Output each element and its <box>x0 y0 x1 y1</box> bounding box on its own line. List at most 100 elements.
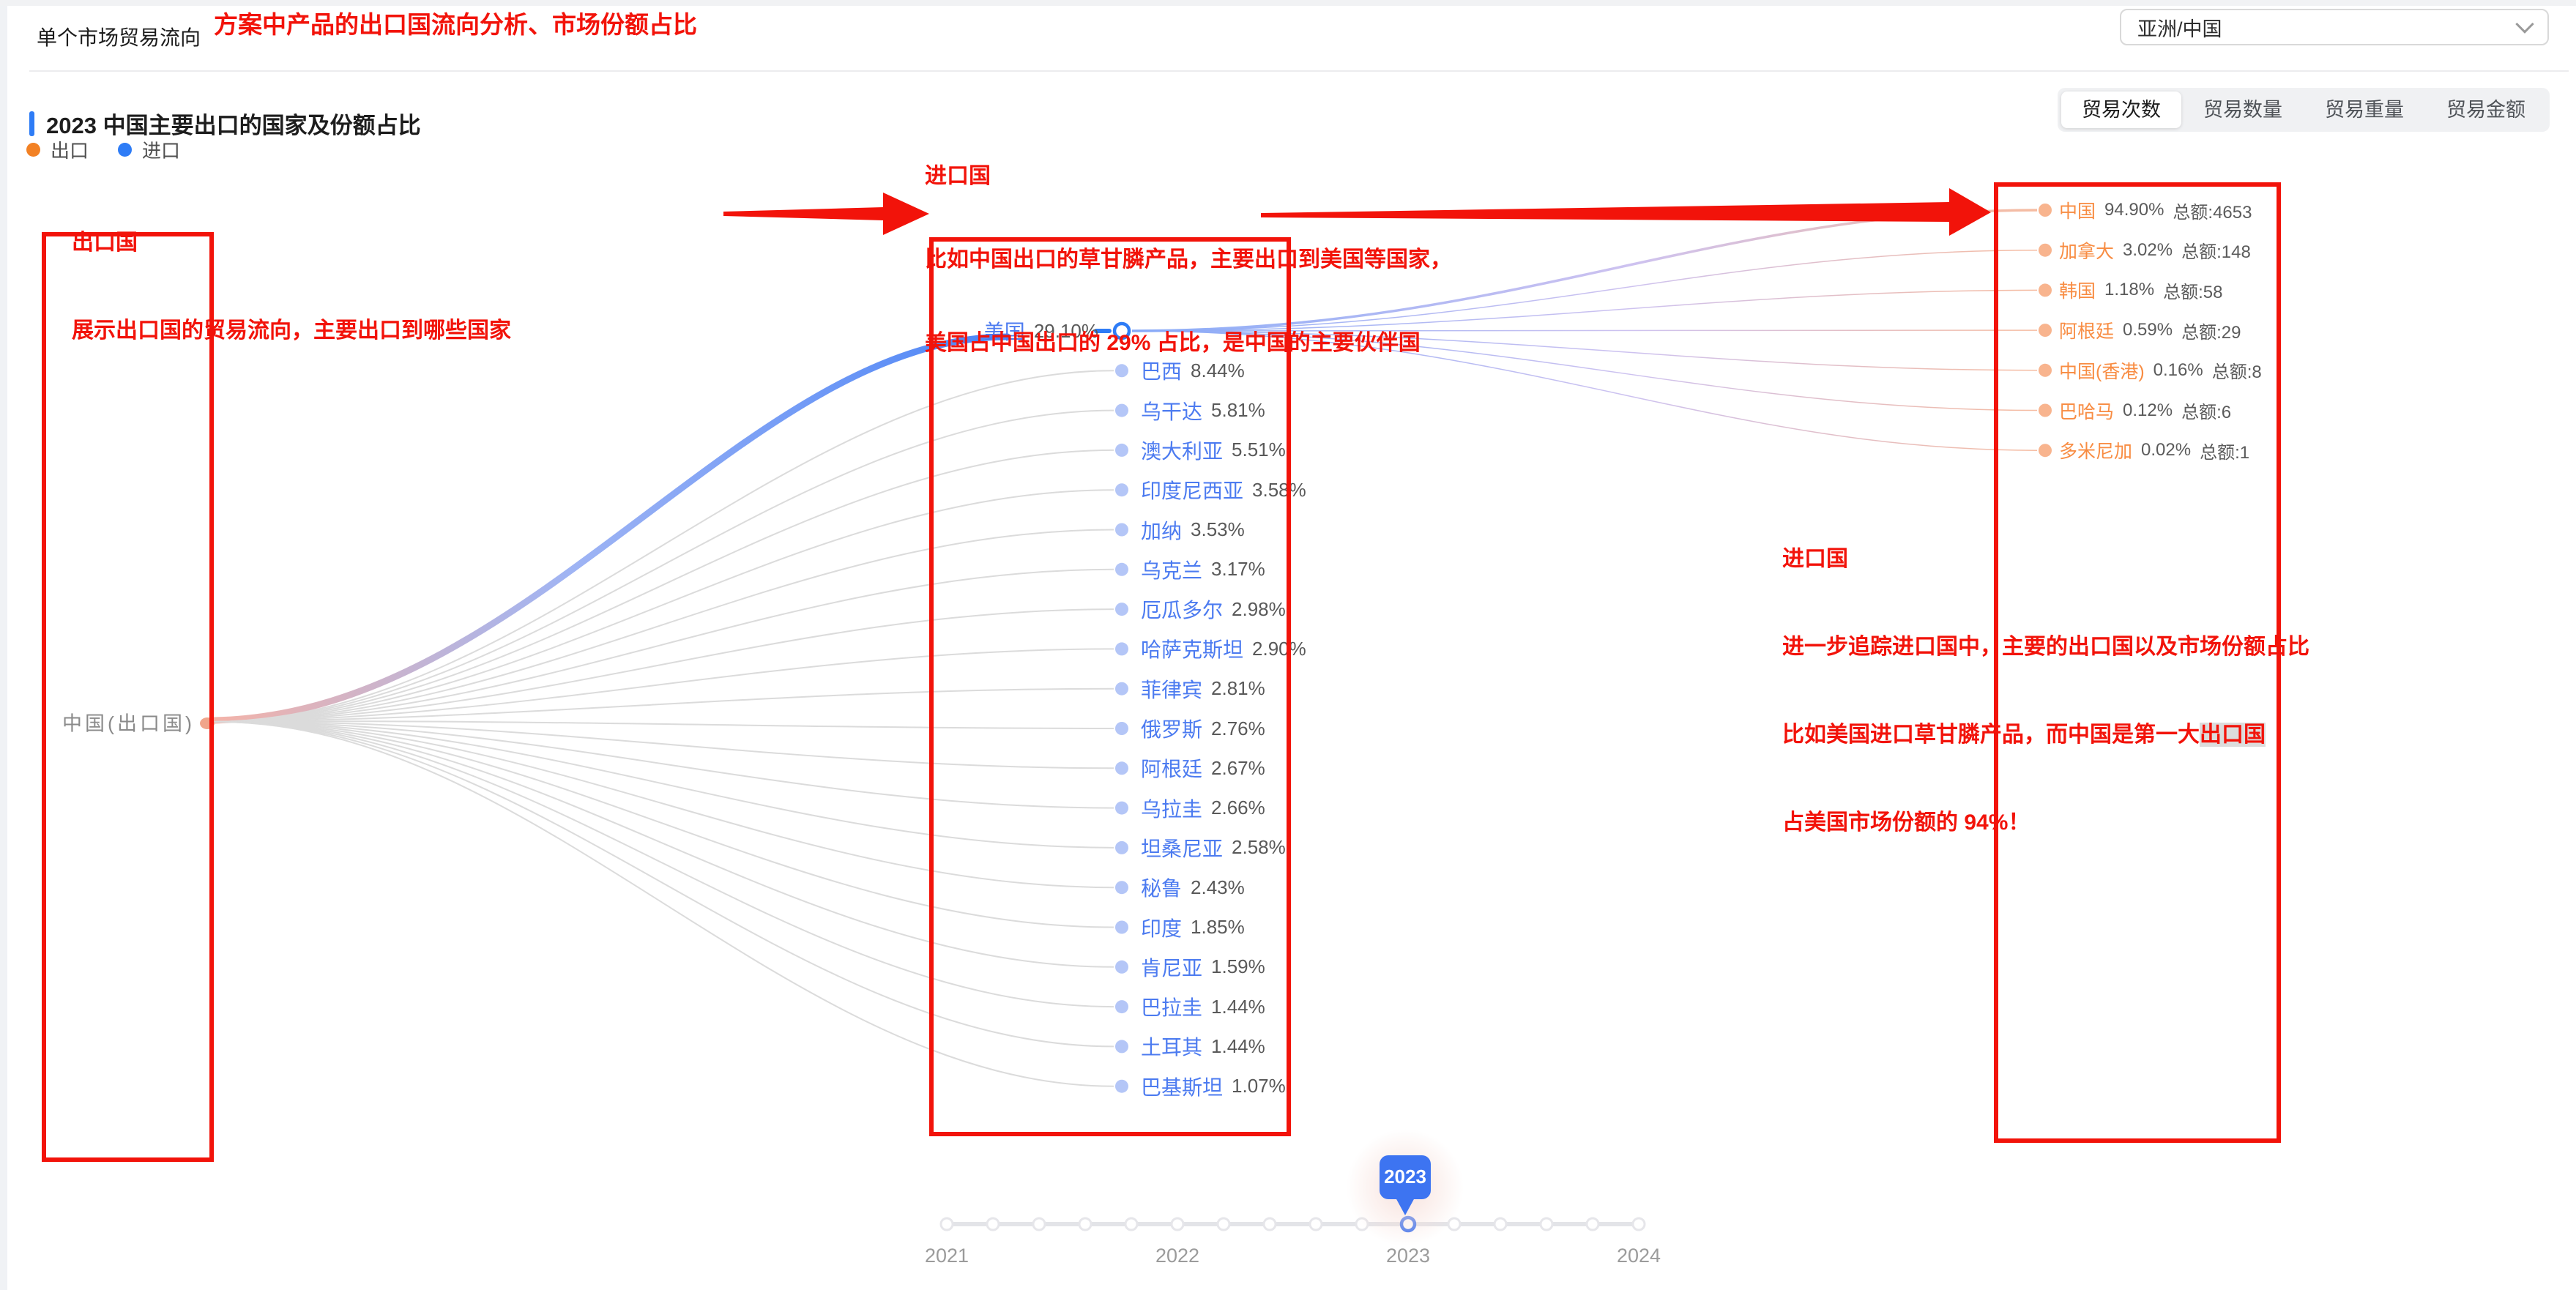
reexport-dot[interactable] <box>2039 444 2052 458</box>
importer-row[interactable]: 坦桑尼亚 2.58% <box>1141 833 1286 862</box>
importer-percent: 2.43% <box>1191 876 1245 898</box>
importer-row[interactable]: 加纳 3.53% <box>1141 515 1245 545</box>
timeline-tick[interactable] <box>1631 1217 1646 1231</box>
importer-dot[interactable] <box>1115 443 1128 457</box>
importer-row[interactable]: 菲律宾 2.81% <box>1141 674 1265 704</box>
importer-dot[interactable] <box>1115 1079 1128 1093</box>
flow-curve[interactable] <box>213 720 1114 968</box>
importer-row[interactable]: 秘鲁 2.43% <box>1141 873 1245 902</box>
importer-row[interactable]: 巴基斯坦 1.07% <box>1141 1072 1286 1101</box>
timeline-tick[interactable] <box>1309 1217 1323 1231</box>
flow-curve[interactable] <box>213 648 1114 723</box>
timeline-tick[interactable] <box>1493 1217 1508 1231</box>
reexport-dot[interactable] <box>2039 204 2052 217</box>
importer-percent: 2.81% <box>1211 677 1265 700</box>
annotation-reexport-line1: 进一步追踪进口国中，主要的出口国以及市场份额占比 <box>1782 635 2309 659</box>
window-edge <box>0 0 7 1290</box>
importer-row[interactable]: 土耳其 1.44% <box>1141 1032 1265 1061</box>
flow-curve[interactable] <box>213 720 1114 928</box>
importer-row[interactable]: 阿根廷 2.67% <box>1141 753 1265 783</box>
timeline-year-label[interactable]: 2024 <box>1616 1245 1661 1267</box>
importer-dot[interactable] <box>1115 603 1128 616</box>
reexport-row[interactable]: 多米尼加 0.02% 总额:1 <box>2059 437 2249 463</box>
timeline-tick[interactable] <box>1262 1217 1277 1231</box>
importer-row[interactable]: 印度 1.85% <box>1141 913 1245 942</box>
legend-label-export: 出口 <box>51 140 89 162</box>
flow-curve-selected[interactable] <box>210 333 1011 724</box>
flow-curve[interactable] <box>213 720 1114 1087</box>
importer-name: 肯尼亚 <box>1141 956 1203 980</box>
legend-item-export[interactable]: 出口 <box>26 136 89 163</box>
reexport-percent: 0.02% <box>2141 440 2192 461</box>
reexport-row[interactable]: 中国(香港) 0.16% 总额:8 <box>2059 357 2262 384</box>
reexport-dot[interactable] <box>2039 324 2052 338</box>
timeline-tick[interactable] <box>1216 1217 1231 1231</box>
reexport-dot[interactable] <box>2039 243 2052 257</box>
importer-percent: 5.51% <box>1232 439 1286 461</box>
importer-name: 俄罗斯 <box>1141 718 1203 741</box>
flow-curve[interactable] <box>213 720 1114 889</box>
timeline-tick[interactable] <box>1539 1217 1554 1231</box>
importer-row[interactable]: 哈萨克斯坦 2.90% <box>1141 634 1306 663</box>
region-select[interactable]: 亚洲/中国 <box>2120 9 2549 45</box>
importer-row[interactable]: 肯尼亚 1.59% <box>1141 952 1265 982</box>
importer-row[interactable]: 乌克兰 3.17% <box>1141 555 1265 584</box>
importer-dot[interactable] <box>1115 642 1128 656</box>
reexport-name: 韩国 <box>2059 281 2096 302</box>
timeline-tick[interactable] <box>1078 1217 1092 1231</box>
importer-row[interactable]: 印度尼西亚 3.58% <box>1141 475 1306 504</box>
importer-dot[interactable] <box>1115 761 1128 775</box>
flow-curve[interactable] <box>213 370 1114 723</box>
importer-dot[interactable] <box>1115 682 1128 696</box>
metric-tab-trade-amount[interactable]: 贸易金额 <box>2446 99 2525 121</box>
importer-dot[interactable] <box>1115 722 1128 735</box>
importer-dot[interactable] <box>1115 960 1128 974</box>
reexport-row[interactable]: 阿根廷 0.59% 总额:29 <box>2059 317 2241 343</box>
timeline-tick[interactable] <box>939 1217 954 1231</box>
timeline-year-label[interactable]: 2021 <box>924 1245 969 1267</box>
importer-dot[interactable] <box>1115 562 1128 576</box>
importer-percent: 3.58% <box>1252 478 1306 501</box>
flow-curve[interactable] <box>213 409 1114 723</box>
flow-curve[interactable] <box>213 568 1114 723</box>
metric-tab-trade-qty[interactable]: 贸易数量 <box>2203 99 2282 121</box>
importer-dot[interactable] <box>1115 881 1128 895</box>
timeline-tick[interactable] <box>986 1217 1000 1231</box>
importer-row[interactable]: 澳大利亚 5.51% <box>1141 436 1286 465</box>
reexport-dot[interactable] <box>2039 403 2052 417</box>
exporter-node-label[interactable]: 中国(出口国) <box>62 712 195 735</box>
importer-dot[interactable] <box>1115 483 1128 497</box>
importer-dot[interactable] <box>1115 523 1128 537</box>
importer-dot[interactable] <box>1115 1040 1128 1054</box>
flow-curve[interactable] <box>213 720 1114 1048</box>
metric-tab-trade-count[interactable]: 贸易次数 <box>2061 92 2181 128</box>
importer-dot[interactable] <box>1115 920 1128 934</box>
reexport-row[interactable]: 加拿大 3.02% 总额:148 <box>2059 237 2251 264</box>
timeline-tick[interactable] <box>1170 1217 1185 1231</box>
importer-row[interactable]: 厄瓜多尔 2.98% <box>1141 594 1286 624</box>
flow-curve[interactable] <box>213 449 1114 723</box>
reexport-row[interactable]: 巴哈马 0.12% 总额:6 <box>2059 398 2231 424</box>
exporter-node-dot[interactable] <box>200 717 215 729</box>
legend-item-import[interactable]: 进口 <box>118 136 180 163</box>
importer-row[interactable]: 乌拉圭 2.66% <box>1141 794 1265 823</box>
reexport-row[interactable]: 中国 94.90% 总额:4653 <box>2059 197 2252 223</box>
reexport-row[interactable]: 韩国 1.18% 总额:58 <box>2059 277 2222 303</box>
timeline-tick[interactable] <box>1585 1217 1600 1231</box>
timeline-tick[interactable] <box>1124 1217 1139 1231</box>
timeline-track[interactable] <box>943 1222 1639 1226</box>
reexport-percent: 0.59% <box>2123 320 2173 340</box>
importer-name: 乌克兰 <box>1141 559 1203 582</box>
flow-curve[interactable] <box>213 489 1114 723</box>
importer-row[interactable]: 巴拉圭 1.44% <box>1141 992 1265 1021</box>
timeline-year-label[interactable]: 2023 <box>1385 1245 1431 1267</box>
reexport-dot[interactable] <box>2039 283 2052 297</box>
importer-dot[interactable] <box>1115 840 1128 854</box>
timeline-tick[interactable] <box>1032 1217 1046 1231</box>
timeline-year-label[interactable]: 2022 <box>1155 1245 1200 1267</box>
metric-tab-trade-weight[interactable]: 贸易重量 <box>2325 99 2404 121</box>
importer-dot[interactable] <box>1115 1000 1128 1014</box>
importer-dot[interactable] <box>1115 801 1128 815</box>
importer-row[interactable]: 俄罗斯 2.76% <box>1141 714 1265 743</box>
reexport-dot[interactable] <box>2039 363 2052 377</box>
